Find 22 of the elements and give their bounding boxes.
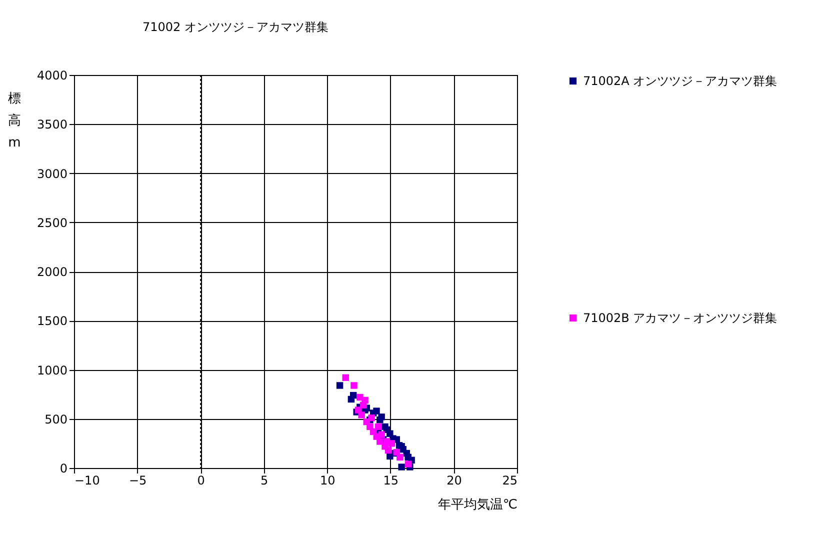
x-tick-label: 15: [383, 474, 399, 488]
x-tick-label: 20: [446, 474, 462, 488]
x-axis-title: 年平均気温℃: [438, 498, 518, 512]
y-tick-label: 2500: [36, 216, 68, 230]
y-axis-title: 標高m: [8, 92, 21, 150]
x-tick-label: 5: [260, 474, 268, 488]
y-tick-label: 1500: [36, 314, 68, 328]
y-tick-label: 2000: [36, 265, 68, 279]
legend-label: 71002B アカマツ－オンツツジ群集: [583, 311, 778, 325]
x-tick-label: 0: [197, 474, 205, 488]
y-tick-label: 0: [60, 462, 68, 476]
y-tick-label: 1000: [36, 363, 68, 378]
x-tick-label: −5: [128, 474, 147, 488]
y-tick-label: 3000: [36, 166, 68, 181]
y-tick-label: 500: [44, 412, 68, 426]
y-tick-label: 4000: [36, 68, 68, 82]
x-tick-label: 25: [502, 474, 518, 488]
x-tick-label: −10: [74, 474, 100, 488]
y-tick-label: 3500: [36, 118, 68, 132]
chart-title: 71002 オンツツジ－アカマツ群集: [142, 20, 328, 34]
x-tick-label: 10: [320, 474, 336, 488]
legend-label: 71002A オンツツジ－アカマツ群集: [583, 74, 778, 88]
